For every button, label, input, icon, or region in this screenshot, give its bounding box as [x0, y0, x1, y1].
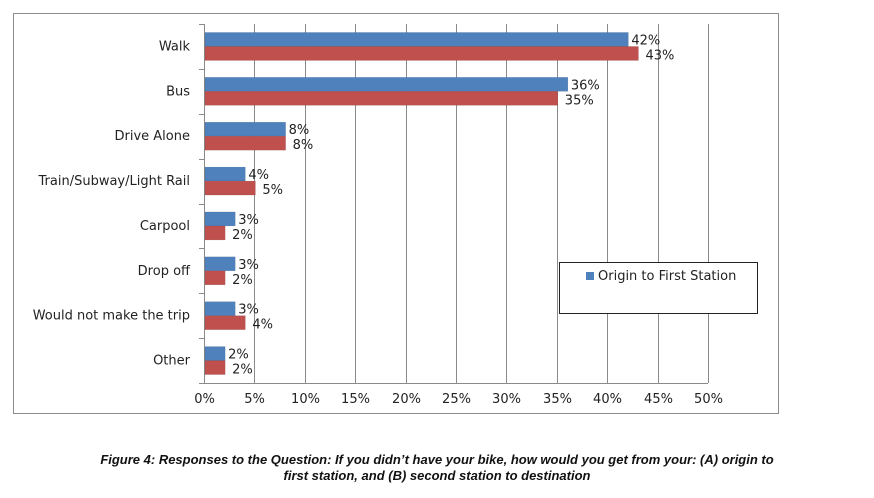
- x-tick-label: 50%: [694, 392, 723, 407]
- bar-chart: 0% 5% 10% 15% 20% 25% 30% 35% 40% 45% 50% Walk 42%43…: [33, 24, 758, 407]
- data-label: 4%: [252, 318, 273, 333]
- data-label: 3%: [238, 213, 259, 228]
- legend: Origin to First Station: [559, 262, 758, 314]
- bar-second-station-to-destination: [204, 180, 256, 196]
- category-label: Carpool: [140, 219, 190, 234]
- figure-caption: Figure 4: Responses to the Question: If …: [0, 452, 874, 484]
- bar-origin-to-first-station: [204, 32, 629, 47]
- bar-origin-to-first-station: [204, 121, 286, 137]
- bar-origin-to-first-station: [204, 346, 226, 361]
- x-tick-label: 20%: [392, 392, 421, 407]
- caption-line-2: first station, and (B) second station to…: [283, 468, 591, 483]
- bar-origin-to-first-station: [204, 301, 236, 316]
- bar-second-station-to-destination: [204, 360, 226, 375]
- data-label: 2%: [232, 228, 253, 243]
- data-label: 2%: [232, 363, 253, 378]
- x-tick-label: 35%: [543, 392, 572, 407]
- category-label: Other: [153, 354, 191, 369]
- data-label: 8%: [293, 138, 314, 153]
- x-tick-label: 30%: [492, 392, 521, 407]
- data-label: 2%: [228, 348, 249, 363]
- bar-second-station-to-destination: [204, 270, 226, 286]
- caption-line-1: Figure 4: Responses to the Question: If …: [100, 452, 774, 467]
- category-label: Drop off: [138, 264, 191, 279]
- bar-origin-to-first-station: [204, 256, 236, 272]
- x-tick-label: 40%: [593, 392, 622, 407]
- data-label: 35%: [565, 93, 594, 108]
- x-tick-label: 0%: [194, 392, 215, 407]
- legend-label: Origin to First Station: [598, 269, 736, 284]
- data-label: 36%: [571, 78, 600, 93]
- x-tick-label: 25%: [442, 392, 471, 407]
- x-tick-label: 45%: [644, 392, 673, 407]
- data-label: 43%: [645, 48, 674, 63]
- axes: [199, 24, 708, 384]
- x-tick-label: 15%: [341, 392, 370, 407]
- bar-origin-to-first-station: [204, 166, 246, 182]
- bars: [204, 32, 639, 375]
- category-label: Bus: [166, 84, 190, 99]
- category-label: Train/Subway/Light Rail: [38, 174, 191, 189]
- bar-second-station-to-destination: [204, 135, 286, 151]
- legend-box: [559, 262, 758, 314]
- data-label: 8%: [289, 123, 310, 138]
- chart-frame: 0% 5% 10% 15% 20% 25% 30% 35% 40% 45% 50% Walk 42% 43…: [13, 13, 779, 414]
- bar-second-station-to-destination: [204, 315, 246, 330]
- category-label: Would not make the trip: [33, 309, 190, 324]
- bar-second-station-to-destination: [204, 225, 226, 241]
- data-label: 5%: [262, 183, 283, 198]
- category-label: Walk: [159, 39, 191, 54]
- data-label: 3%: [238, 258, 259, 273]
- legend-swatch: [586, 272, 594, 280]
- data-label: 4%: [248, 168, 269, 183]
- data-label: 2%: [232, 273, 253, 288]
- x-tick-label: 10%: [291, 392, 320, 407]
- data-label: 3%: [238, 303, 259, 318]
- bar-origin-to-first-station: [204, 77, 569, 92]
- data-label: 42%: [631, 33, 660, 48]
- x-tick-label: 5%: [244, 392, 265, 407]
- bar-second-station-to-destination: [204, 46, 639, 61]
- bar-origin-to-first-station: [204, 211, 236, 227]
- bar-second-station-to-destination: [204, 91, 559, 106]
- category-label: Drive Alone: [115, 129, 191, 144]
- labels: 0% 5% 10% 15% 20% 25% 30% 35% 40% 45% 50% Walk 42%43…: [33, 33, 723, 407]
